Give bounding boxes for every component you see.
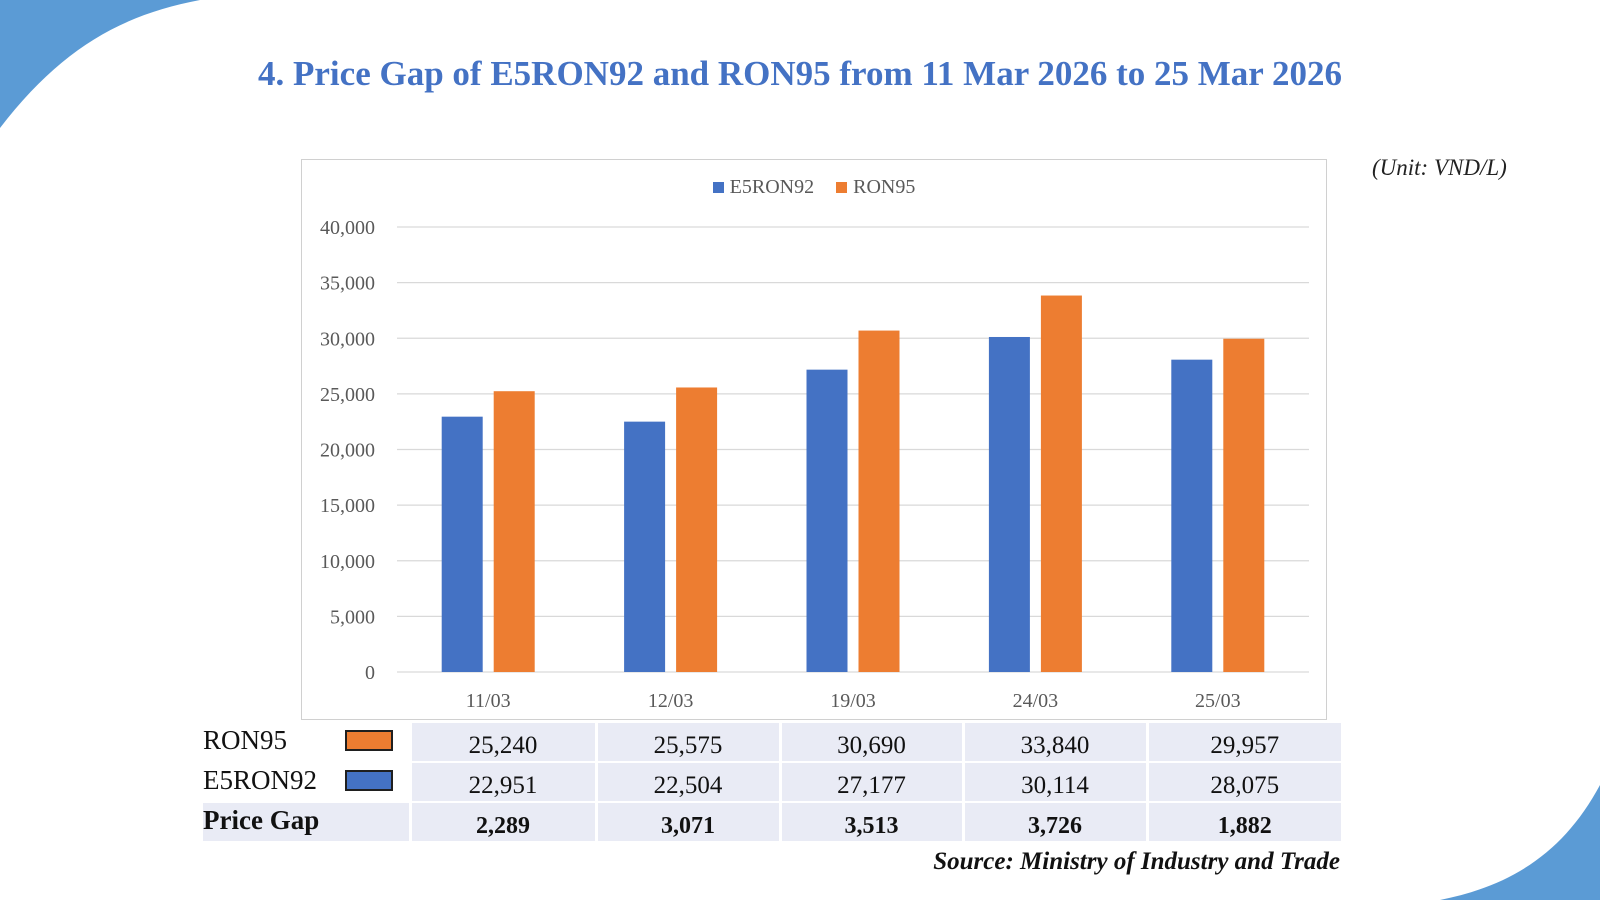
bottom-right-corner-shape (1440, 785, 1600, 900)
table-cell: 30,114 (961, 762, 1147, 803)
x-tick-label: 24/03 (1013, 690, 1059, 712)
table-row-e5ron92: E5RON92 22,951 22,504 27,177 30,114 28,0… (203, 762, 1341, 803)
bar-e5ron92 (1171, 359, 1213, 672)
y-tick-label: 35,000 (320, 273, 375, 295)
y-tick-label: 5,000 (330, 606, 375, 628)
table-cell: 3,071 (594, 802, 780, 843)
y-tick-label: 20,000 (320, 440, 375, 462)
table-cell: 33,840 (961, 723, 1147, 763)
chart-area: E5RON92 RON95 0 5,000 10,000 15,000 20,000 25… (301, 159, 1327, 720)
chart-legend: E5RON92 RON95 (302, 176, 1326, 199)
bar-e5ron92 (988, 336, 1030, 672)
bar-ron95 (858, 330, 900, 672)
bar-ron95 (1223, 338, 1265, 672)
x-tick-label: 11/03 (466, 690, 511, 712)
y-tick-label: 40,000 (320, 217, 375, 239)
bar-e5ron92 (806, 369, 848, 672)
table-cell: 28,075 (1145, 762, 1341, 803)
bar-e5ron92 (441, 416, 483, 672)
page-title: 4. Price Gap of E5RON92 and RON95 from 1… (258, 54, 1342, 93)
row-label: E5RON92 (203, 765, 317, 795)
bar-chart: 0 5,000 10,000 15,000 20,000 25,000 30,000 35,0… (320, 217, 1309, 712)
row-label-cell: E5RON92 (203, 762, 410, 803)
table-cell: 22,951 (408, 762, 596, 803)
data-table: RON95 25,240 25,575 30,690 33,840 29,957… (203, 723, 1341, 843)
legend-label-ron95: RON95 (853, 176, 916, 198)
table-row-ron95: RON95 25,240 25,575 30,690 33,840 29,957 (203, 723, 1341, 763)
table-cell: 25,240 (408, 723, 596, 763)
table-cell: 25,575 (594, 723, 780, 763)
y-tick-label: 30,000 (320, 328, 375, 350)
legend-item-e5ron92: E5RON92 (712, 176, 815, 199)
bar-ron95 (1040, 295, 1082, 672)
legend-item-ron95: RON95 (836, 176, 915, 199)
x-tick-label: 12/03 (648, 690, 694, 712)
x-tick-label: 19/03 (830, 690, 876, 712)
row-swatch-e5ron92 (345, 770, 393, 791)
table-cell: 27,177 (778, 762, 963, 803)
legend-swatch-ron95 (836, 182, 848, 193)
row-swatch-ron95 (345, 730, 393, 751)
table-cell: 30,690 (778, 723, 963, 763)
bar-e5ron92 (624, 421, 666, 672)
y-tick-label: 25,000 (320, 384, 375, 406)
source-note: Source: Ministry of Industry and Trade (933, 848, 1340, 875)
row-label: RON95 (203, 725, 288, 755)
bar-ron95 (493, 391, 535, 672)
y-tick-label: 0 (365, 662, 375, 684)
unit-label: (Unit: VND/L) (1372, 155, 1507, 180)
table-cell: 3,726 (961, 802, 1147, 843)
legend-label-e5ron92: E5RON92 (729, 176, 815, 198)
row-label-cell: Price Gap (203, 802, 410, 843)
y-tick-label: 15,000 (320, 495, 375, 517)
table-row-price-gap: Price Gap 2,289 3,071 3,513 3,726 1,882 (203, 802, 1341, 843)
bar-ron95 (676, 387, 718, 672)
table-cell: 1,882 (1145, 802, 1341, 843)
table-cell: 3,513 (778, 802, 963, 843)
row-label: Price Gap (203, 805, 320, 835)
table-cell: 2,289 (408, 802, 596, 843)
table-cell: 22,504 (594, 762, 780, 803)
y-tick-label: 10,000 (320, 551, 375, 573)
legend-swatch-e5ron92 (712, 182, 724, 193)
row-label-cell: RON95 (203, 723, 410, 763)
table-cell: 29,957 (1145, 723, 1341, 763)
x-tick-label: 25/03 (1195, 690, 1241, 712)
